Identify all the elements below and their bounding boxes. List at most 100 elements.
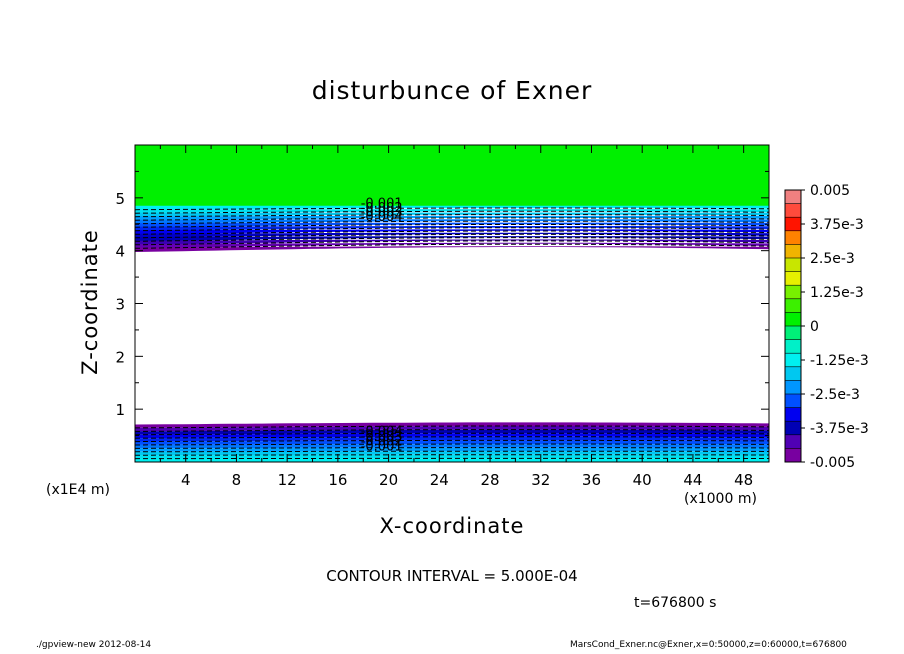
colorbar-label: 1.25e-3 (810, 285, 864, 301)
y-tick-label: 4 (115, 243, 125, 261)
contour-interval-text: CONTOUR INTERVAL = 5.000E-04 (326, 567, 578, 585)
x-tick-label: 28 (480, 471, 499, 489)
x-axis-label: X-coordinate (379, 514, 525, 538)
colorbar-segment (785, 312, 801, 327)
x-tick-label: 36 (582, 471, 601, 489)
x-tick-label: 32 (531, 471, 550, 489)
colorbar-segment (785, 380, 801, 395)
x-tick-label: 24 (430, 471, 449, 489)
colorbar-segment (785, 448, 801, 463)
upper-contour-line (135, 217, 769, 221)
upper-band-level (135, 215, 769, 221)
upper-contour-line (135, 243, 769, 249)
y-axis-label: Z-coordinate (78, 229, 102, 375)
lower-contour-label: -0.003 (361, 430, 403, 445)
colorbar-segment (785, 230, 801, 245)
footer-right: MarsCond_Exner.nc@Exner,x=0:50000,z=0:60… (570, 640, 847, 650)
upper-contour-line (135, 224, 769, 228)
colorbar-label: -0.005 (810, 455, 855, 471)
colorbar-label: -2.5e-3 (810, 387, 860, 403)
colorbar-label: -1.25e-3 (810, 353, 869, 369)
colorbar-segment (785, 339, 801, 354)
time-text: t=676800 s (634, 595, 717, 611)
upper-contour-label: -0.004 (361, 210, 403, 225)
colorbar-label: -3.75e-3 (810, 421, 869, 437)
x-tick-label: 48 (734, 471, 753, 489)
lower-contour-line (135, 439, 769, 443)
lower-contour-line (135, 447, 769, 449)
lower-contour-line (135, 429, 769, 432)
x-tick-label: 12 (278, 471, 297, 489)
colorbar-segment (785, 203, 801, 218)
colorbar-segment (785, 434, 801, 449)
upper-band-level (135, 222, 769, 228)
upper-contour-line (135, 210, 769, 214)
upper-contour-line (135, 227, 769, 232)
upper-contour-line (135, 220, 769, 225)
colorbar-segment (785, 244, 801, 259)
upper-band-level (135, 229, 769, 235)
upper-band-level (135, 242, 769, 249)
colorbar-segment (785, 353, 801, 368)
upper-green-fill (135, 145, 769, 207)
colorbar-segment (785, 394, 801, 409)
x-tick-label: 16 (328, 471, 347, 489)
colorbar-label: 0 (810, 319, 819, 335)
y-tick-label: 1 (115, 401, 125, 419)
lower-band-level (135, 429, 769, 435)
lower-contour-line (135, 436, 769, 439)
x-tick-label: 4 (181, 471, 191, 489)
colorbar-label: 2.5e-3 (810, 251, 855, 267)
upper-contour-line (135, 207, 769, 211)
upper-contour-line (135, 240, 769, 246)
upper-contour-label: -0.003 (361, 205, 403, 220)
upper-contour-line (135, 230, 769, 235)
colorbar-segment (785, 421, 801, 436)
lower-contour-label: -0.001 (361, 440, 403, 455)
upper-band-level (135, 226, 769, 231)
lower-contour-line (135, 432, 769, 436)
upper-band-level (135, 219, 769, 224)
lower-band-level (135, 454, 769, 459)
x-axis-unit: (x1000 m) (684, 491, 757, 507)
x-tick-label: 44 (683, 471, 702, 489)
upper-band-level (135, 212, 769, 217)
chart-title: disturbunce of Exner (311, 76, 593, 105)
lower-band-level (135, 426, 769, 432)
x-tick-label: 20 (379, 471, 398, 489)
x-tick-label: 40 (633, 471, 652, 489)
upper-contour-line (135, 237, 769, 242)
colorbar-segment (785, 285, 801, 300)
colorbar-segment (785, 326, 801, 341)
lower-contour-line (135, 443, 769, 446)
colorbar-segment (785, 217, 801, 232)
lower-band-level (135, 451, 769, 456)
lower-band-level (135, 433, 769, 439)
lower-contour-label: -0.004 (361, 425, 403, 440)
upper-band-level (135, 209, 769, 214)
colorbar-segment (785, 271, 801, 286)
y-tick-label: 5 (115, 190, 125, 208)
y-tick-label: 2 (115, 348, 125, 366)
lower-band-level (135, 422, 769, 428)
colorbar-segment (785, 366, 801, 381)
lower-band-level (135, 458, 769, 462)
colorbar-segment (785, 190, 801, 205)
lower-contour-line (135, 425, 769, 429)
y-axis-unit: (x1E4 m) (46, 482, 110, 498)
colorbar-segment (785, 407, 801, 422)
upper-band-level (135, 246, 769, 252)
lower-contour-label: -0.002 (361, 435, 403, 450)
colorbar-label: 0.005 (810, 183, 850, 199)
y-tick-label: 3 (115, 296, 125, 314)
upper-contour-label: -0.001 (361, 196, 403, 211)
x-tick-label: 8 (232, 471, 242, 489)
colorbar-segment (785, 258, 801, 273)
upper-contour-line (135, 233, 769, 239)
upper-contour-line (135, 214, 769, 218)
upper-band-level (135, 205, 769, 210)
colorbar-segment (785, 298, 801, 313)
colorbar-label: 3.75e-3 (810, 217, 864, 233)
lower-contour-line (135, 450, 769, 453)
